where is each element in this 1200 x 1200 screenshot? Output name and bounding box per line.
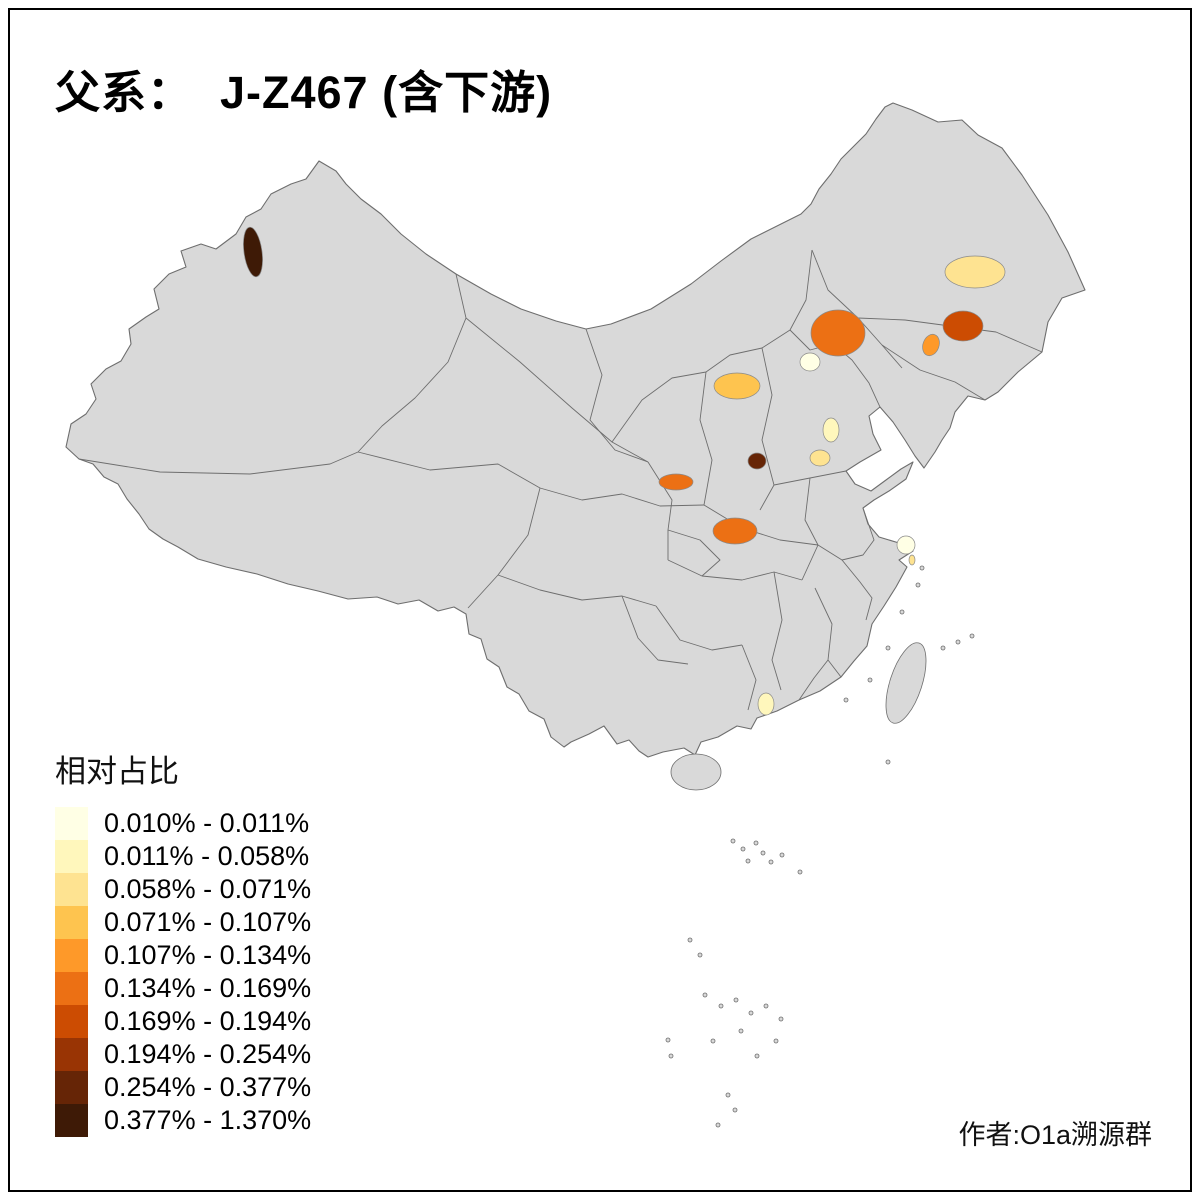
region-gansu-south — [658, 473, 694, 491]
legend-label: 0.058% - 0.071% — [104, 874, 312, 904]
region-inner-mongolia-se — [810, 309, 866, 357]
legend-label: 0.377% - 1.370% — [104, 1105, 312, 1135]
legend-swatch — [55, 939, 88, 972]
map-title: 父系： J-Z467 (含下游) — [55, 67, 553, 118]
legend-label: 0.169% - 0.194% — [104, 1006, 312, 1036]
legend-swatch — [55, 906, 88, 939]
legend-row: 0.377% - 1.370% — [55, 1104, 311, 1137]
region-shaanxi-south — [712, 517, 758, 545]
legend-swatch — [55, 1005, 88, 1038]
region-northern-xinjiang — [243, 226, 263, 278]
legend-label: 0.134% - 0.169% — [104, 973, 312, 1003]
legend-row: 0.107% - 0.134% — [55, 939, 311, 972]
legend-swatch — [55, 1071, 88, 1104]
hainan-island — [670, 753, 722, 791]
legend-row: 0.058% - 0.071% — [55, 873, 311, 906]
legend-title: 相对占比 — [55, 754, 179, 789]
legend-row: 0.010% - 0.011% — [55, 807, 311, 840]
region-liaoning-central — [922, 333, 940, 357]
region-heilongjiang-central — [944, 255, 1006, 289]
legend-row: 0.194% - 0.254% — [55, 1038, 311, 1071]
region-beijing-area — [799, 352, 821, 372]
legend-swatch — [55, 873, 88, 906]
region-guangdong-central — [757, 692, 775, 716]
legend-label: 0.071% - 0.107% — [104, 907, 312, 937]
province-borders — [78, 249, 1043, 711]
region-shanghai-area — [896, 535, 916, 555]
legend-swatch — [55, 1104, 88, 1137]
region-shanxi-southeast — [747, 452, 767, 470]
region-jilin-liaoning-north — [942, 310, 984, 342]
legend-row: 0.169% - 0.194% — [55, 1005, 311, 1038]
legend-label: 0.011% - 0.058% — [104, 841, 310, 871]
islands — [665, 565, 975, 1128]
legend-swatch — [55, 807, 88, 840]
mainland-outline — [65, 102, 1086, 758]
legend-label: 0.254% - 0.377% — [104, 1072, 312, 1102]
legend-items: 0.010% - 0.011% 0.011% - 0.058% 0.058% - 0… — [55, 807, 311, 1137]
legend-label: 0.194% - 0.254% — [104, 1039, 312, 1069]
legend-label: 0.010% - 0.011% — [104, 808, 310, 838]
legend-row: 0.134% - 0.169% — [55, 972, 311, 1005]
legend-swatch — [55, 1038, 88, 1071]
legend-swatch — [55, 972, 88, 1005]
region-shanghai-coast — [908, 554, 916, 566]
legend-row: 0.071% - 0.107% — [55, 906, 311, 939]
legend-row: 0.254% - 0.377% — [55, 1071, 311, 1104]
region-hebei-south — [822, 417, 840, 443]
legend: 相对占比 0.010% - 0.011% 0.011% - 0.058% 0.058… — [55, 746, 311, 1137]
legend-row: 0.011% - 0.058% — [55, 840, 311, 873]
author-credit: 作者:O1a溯源群 — [958, 1120, 1152, 1150]
legend-label: 0.107% - 0.134% — [104, 940, 312, 970]
region-shandong-west — [809, 449, 831, 467]
taiwan-island — [885, 642, 927, 724]
legend-swatch — [55, 840, 88, 873]
region-shanxi-north — [713, 372, 761, 400]
highlighted-regions — [243, 226, 1006, 716]
